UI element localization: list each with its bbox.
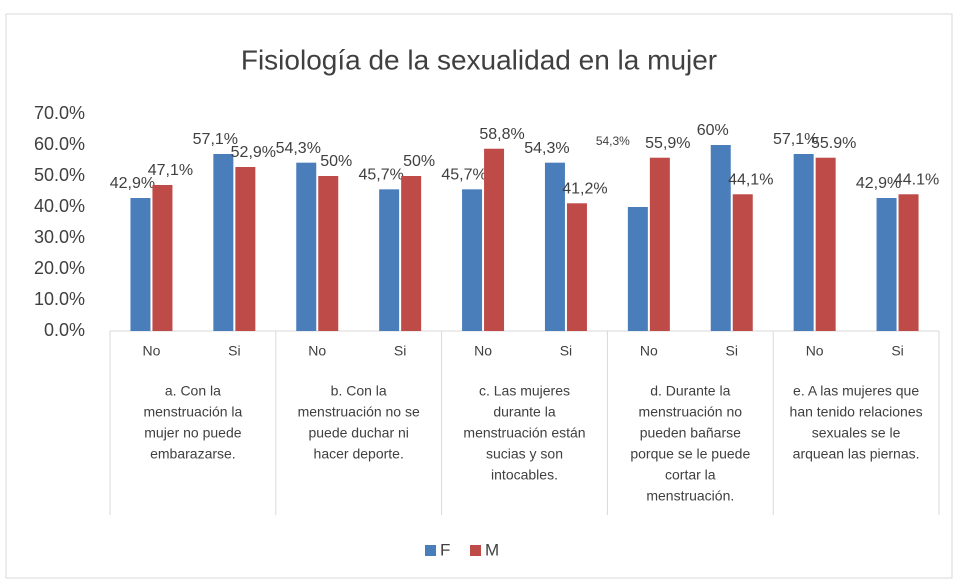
bar xyxy=(544,162,565,331)
group-label: pueden bañarse xyxy=(640,425,741,441)
bar xyxy=(876,198,897,331)
group-label: d. Durante la xyxy=(650,383,730,399)
group-label: menstruación. xyxy=(646,488,734,504)
group-label: han tenido relaciones xyxy=(790,404,923,420)
x-tick-label: No xyxy=(806,343,824,359)
data-label: 58,8% xyxy=(479,126,524,143)
bar xyxy=(462,189,483,331)
data-label: 41,2% xyxy=(562,180,607,197)
data-label: 54,3% xyxy=(276,140,321,157)
group-label: menstruación no se xyxy=(298,404,420,420)
bar xyxy=(235,167,256,331)
x-tick-label: No xyxy=(474,343,492,359)
chart-title: Fisiología de la sexualidad en la mujer xyxy=(241,44,717,75)
bar xyxy=(296,162,317,331)
y-tick-label: 50.0% xyxy=(34,165,85,185)
bar xyxy=(793,153,814,331)
data-label: 45,7% xyxy=(358,167,403,184)
y-tick-label: 30.0% xyxy=(34,227,85,247)
bar xyxy=(379,189,400,331)
y-tick-label: 60.0% xyxy=(34,134,85,154)
x-tick-label: No xyxy=(640,343,658,359)
data-label: 57,1% xyxy=(773,131,818,148)
group-label: porque se le puede xyxy=(630,446,750,462)
data-label: 47,1% xyxy=(148,162,193,179)
data-label: 57,1% xyxy=(193,131,238,148)
bar xyxy=(318,176,339,331)
data-label: 60% xyxy=(697,122,729,139)
bar xyxy=(484,148,505,331)
data-label: 50% xyxy=(403,153,435,170)
legend-swatch xyxy=(470,545,481,556)
data-label: 42,9% xyxy=(856,175,901,192)
group-label: mujer no puede xyxy=(144,425,242,441)
y-tick-label: 20.0% xyxy=(34,258,85,278)
y-tick-label: 10.0% xyxy=(34,289,85,309)
group-label: cortar la xyxy=(665,467,716,483)
data-label: 42,9% xyxy=(110,175,155,192)
bar xyxy=(130,198,151,331)
y-tick-label: 40.0% xyxy=(34,196,85,216)
group-label: sucias y son xyxy=(486,446,563,462)
legend-label: F xyxy=(440,540,450,559)
x-tick-label: Si xyxy=(394,343,406,359)
x-tick-label: Si xyxy=(560,343,572,359)
group-label: b. Con la xyxy=(331,383,387,399)
group-label: c. Las mujeres xyxy=(479,383,570,399)
data-label: 45,7% xyxy=(441,167,486,184)
group-label: menstruación están xyxy=(463,425,585,441)
x-tick-label: No xyxy=(308,343,326,359)
y-tick-label: 0.0% xyxy=(44,320,85,340)
group-label: intocables. xyxy=(491,467,558,483)
data-label: 55,9% xyxy=(645,135,690,152)
group-label: menstruación la xyxy=(143,404,242,420)
bar xyxy=(710,145,731,331)
group-label: hacer deporte. xyxy=(314,446,404,462)
group-label: durante la xyxy=(493,404,555,420)
bar xyxy=(732,194,753,331)
data-label: 44,1% xyxy=(728,172,773,189)
x-tick-label: No xyxy=(142,343,160,359)
bar xyxy=(898,194,919,331)
data-label: 50% xyxy=(320,153,352,170)
data-label: 55.9% xyxy=(811,135,856,152)
data-label: 44.1% xyxy=(894,172,939,189)
y-tick-label: 70.0% xyxy=(34,103,85,123)
group-label: sexuales se le xyxy=(812,425,901,441)
bar xyxy=(627,207,648,331)
bar xyxy=(213,153,234,331)
group-label: embarazarse. xyxy=(150,446,236,462)
x-tick-label: Si xyxy=(891,343,903,359)
annotation: 54,3% xyxy=(596,134,630,148)
group-label: a. Con la xyxy=(165,383,221,399)
bar xyxy=(152,184,173,331)
group-label: arquean las piernas. xyxy=(793,446,920,462)
legend-label: M xyxy=(485,540,499,559)
group-label: menstruación no xyxy=(639,404,743,420)
data-label: 52,9% xyxy=(231,144,276,161)
bar xyxy=(815,157,836,331)
group-label: puede duchar ni xyxy=(308,425,408,441)
x-tick-label: Si xyxy=(228,343,240,359)
group-label: e. A las mujeres que xyxy=(793,383,919,399)
legend-swatch xyxy=(425,545,436,556)
data-label: 54,3% xyxy=(524,140,569,157)
bar xyxy=(566,203,587,331)
x-tick-label: Si xyxy=(726,343,738,359)
bar xyxy=(401,176,422,331)
bar xyxy=(649,157,670,331)
